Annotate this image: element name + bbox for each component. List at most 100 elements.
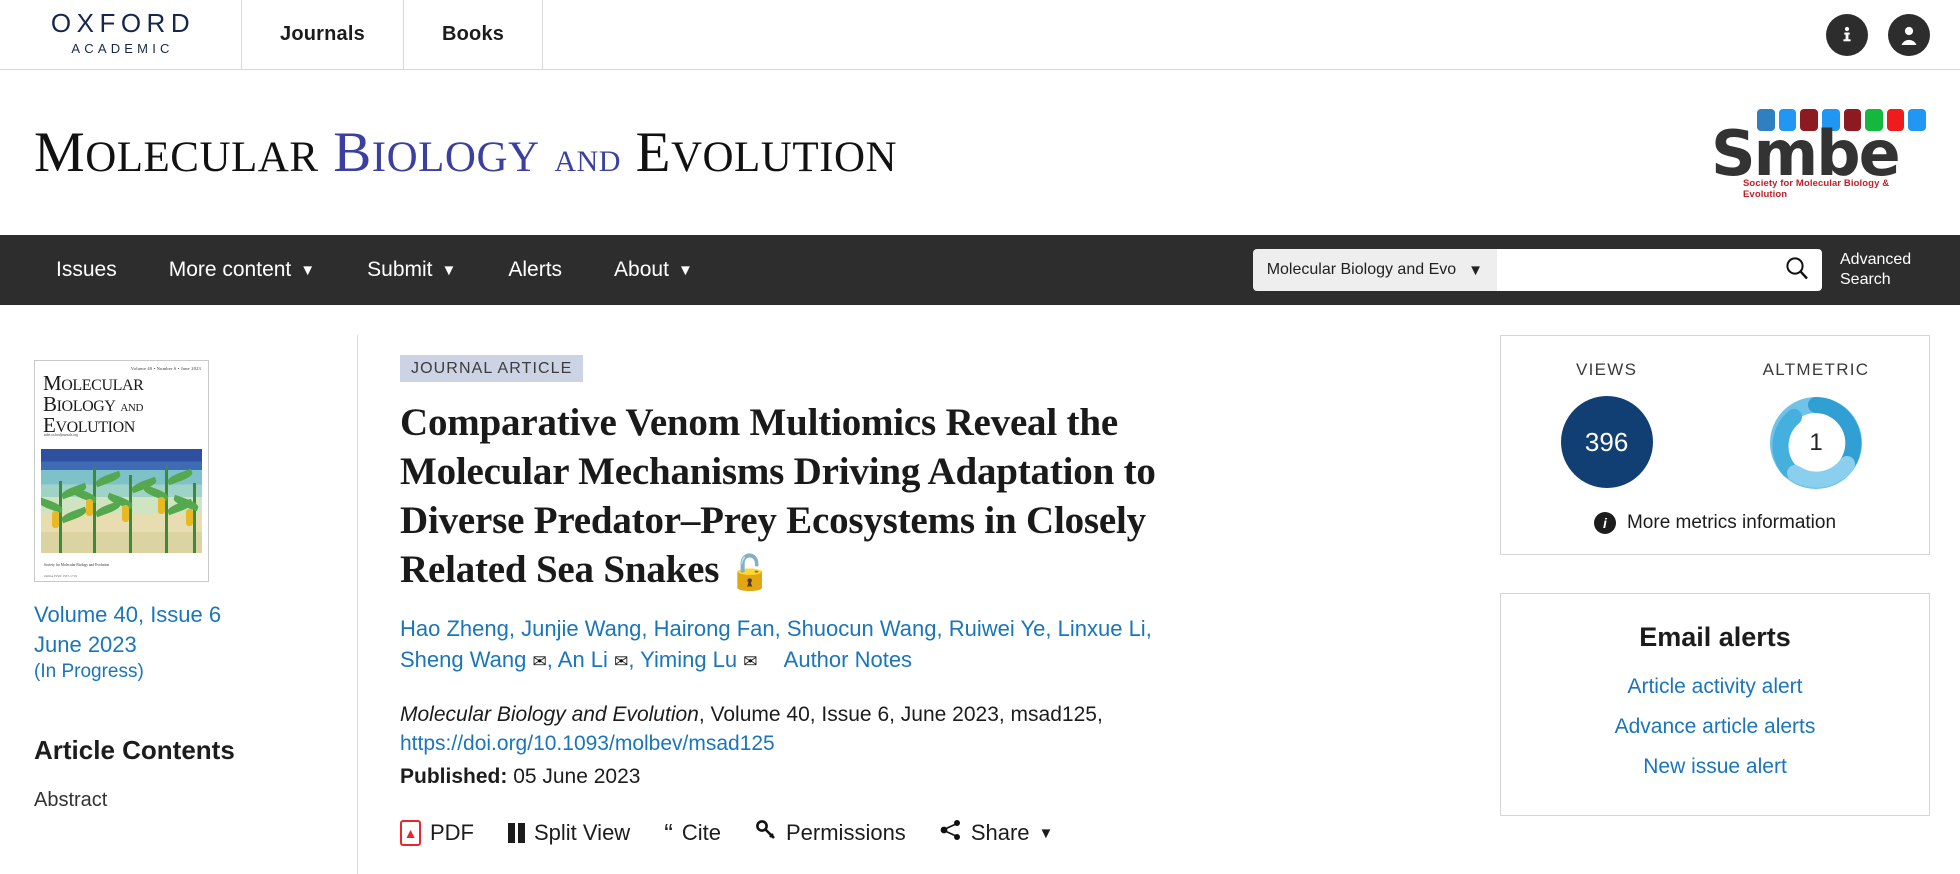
author-link[interactable]: Ruiwei Ye	[948, 616, 1046, 642]
author-link[interactable]: Hao Zheng	[400, 616, 509, 642]
cover-iology: IOLOGY	[56, 398, 116, 415]
top-utility-bar: OXFORD ACADEMIC Journals Books	[0, 0, 1960, 70]
article-type-badge: JOURNAL ARTICLE	[400, 355, 584, 382]
info-icon: i	[1593, 512, 1616, 534]
left-sidebar: Volume 40 • Number 6 • June 2023 MOLECUL…	[0, 335, 358, 874]
advanced-search-link[interactable]: Advanced Search	[1840, 251, 1912, 288]
nav-item-more-content[interactable]: More content ▼	[143, 258, 341, 282]
author-link[interactable]: Sheng Wang	[400, 647, 527, 673]
author-link[interactable]: Linxue Li	[1057, 616, 1146, 642]
more-metrics-link[interactable]: i More metrics information	[1593, 512, 1836, 534]
doi-link[interactable]: https://doi.org/10.1093/molbev/msad125	[400, 732, 775, 756]
smbe-society-logo[interactable]: Smbe Society for Molecular Biology & Evo…	[1711, 105, 1926, 200]
oxford-academic-logo[interactable]: OXFORD ACADEMIC	[0, 0, 242, 69]
author-link[interactable]: Junjie Wang	[521, 616, 642, 642]
nav-item-alerts[interactable]: Alerts	[482, 258, 588, 282]
altmetric-metric: ALTMETRIC 1	[1763, 360, 1870, 490]
author-notes-link[interactable]: Author Notes	[783, 647, 913, 673]
smbe-wordmark: Smbe	[1711, 116, 1901, 190]
split-view-button[interactable]: Split View	[508, 820, 630, 846]
cover-olecular: OLECULAR	[61, 377, 144, 394]
article-title-text: Comparative Venom Multiomics Reveal the …	[400, 401, 1156, 592]
page-body: Volume 40 • Number 6 • June 2023 MOLECUL…	[0, 305, 1960, 874]
alert-link-article-activity[interactable]: Article activity alert	[1627, 675, 1803, 698]
cover-subtitle: mbe.oxfordjournals.org	[44, 433, 78, 437]
citation-line: Molecular Biology and Evolution, Volume …	[400, 700, 1450, 730]
altmetric-donut[interactable]: 1	[1769, 396, 1863, 490]
nav-label: Submit	[367, 258, 433, 281]
cover-society-line: Society for Molecular Biology and Evolut…	[44, 563, 110, 567]
cite-label: Cite	[681, 820, 721, 846]
journal-title-volution: VOLUTION	[670, 134, 898, 181]
journal-title-iology: IOLOGY	[371, 134, 540, 181]
oxford-wordmark: OXFORD	[50, 7, 196, 38]
nav-item-issues[interactable]: Issues	[30, 258, 143, 282]
nav-label: More content	[168, 258, 292, 281]
metrics-row: VIEWS 396 ALTMETRIC 1	[1521, 360, 1909, 490]
views-metric: VIEWS 396	[1560, 360, 1653, 490]
smbe-color-blocks	[1757, 108, 1926, 131]
envelope-icon[interactable]: ✉	[532, 652, 547, 672]
metrics-panel: VIEWS 396 ALTMETRIC 1	[1500, 335, 1930, 555]
user-account-icon[interactable]	[1888, 13, 1930, 56]
published-date: 05 June 2023	[513, 765, 641, 789]
academic-wordmark: ACADEMIC	[71, 40, 174, 56]
nav-item-submit[interactable]: Submit ▼	[341, 258, 482, 282]
journal-cover-image[interactable]: Volume 40 • Number 6 • June 2023 MOLECUL…	[34, 360, 209, 582]
nav-item-about[interactable]: About ▼	[588, 258, 719, 282]
journal-title[interactable]: MOLECULAR BIOLOGY AND EVOLUTION	[34, 124, 897, 181]
search-input[interactable]	[1509, 261, 1784, 279]
permissions-button[interactable]: Permissions	[755, 819, 906, 847]
chevron-down-icon: ▼	[300, 261, 316, 279]
main-navigation-bar: Issues More content ▼ Submit ▼ Alerts Ab…	[0, 235, 1960, 305]
cover-issn: Online ISSN 1537-1719	[44, 574, 77, 578]
pdf-button[interactable]: ▲ PDF	[400, 820, 474, 847]
pdf-icon: ▲	[400, 820, 421, 847]
envelope-icon[interactable]: ✉	[614, 652, 629, 672]
in-progress-label[interactable]: (In Progress)	[34, 661, 144, 683]
envelope-icon[interactable]: ✉	[743, 652, 758, 672]
right-sidebar: VIEWS 396 ALTMETRIC 1	[1490, 335, 1960, 874]
alert-link-advance-article[interactable]: Advance article alerts	[1614, 715, 1816, 738]
open-access-lock-icon[interactable]: 🔓	[728, 553, 771, 594]
page-title: Comparative Venom Multiomics Reveal the …	[400, 398, 1210, 595]
journal-title-b: B	[333, 121, 372, 184]
nav-label: Issues	[56, 258, 117, 281]
cover-m: M	[43, 371, 62, 395]
article-main-content: JOURNAL ARTICLE Comparative Venom Multio…	[358, 335, 1490, 874]
cite-button[interactable]: “ Cite	[664, 820, 721, 846]
smbe-tagline: Society for Molecular Biology & Evolutio…	[1743, 178, 1890, 201]
author-link[interactable]: Shuocun Wang	[786, 616, 937, 642]
journal-title-olecular: OLECULAR	[85, 134, 319, 181]
article-contents-heading: Article Contents	[34, 735, 235, 766]
altmetric-score: 1	[1793, 420, 1839, 466]
top-utility-actions	[1826, 0, 1960, 69]
cover-volution: VOLUTION	[55, 419, 135, 436]
topnav-books[interactable]: Books	[404, 0, 544, 69]
journal-title-m: M	[34, 121, 86, 184]
share-button[interactable]: Share ▼	[940, 819, 1054, 847]
cover-title: MOLECULAR BIOLOGY AND EVOLUTION	[35, 371, 208, 436]
split-view-icon	[508, 823, 525, 844]
views-count-badge: 396	[1560, 396, 1653, 488]
info-icon[interactable]	[1826, 13, 1868, 56]
article-action-toolbar: ▲ PDF Split View “ Cite Permissions	[400, 819, 1450, 847]
altmetric-donut-graphic	[1770, 397, 1862, 489]
volume-issue-link[interactable]: Volume 40, Issue 6 June 2023	[34, 600, 327, 659]
key-icon	[755, 819, 777, 847]
views-label: VIEWS	[1575, 360, 1638, 379]
published-label: Published:	[400, 765, 508, 789]
author-link[interactable]: An Li	[557, 647, 608, 673]
nav-label: About	[614, 258, 669, 281]
search-scope-select[interactable]: Molecular Biology and Evo ▼	[1252, 249, 1497, 291]
author-link[interactable]: Hairong Fan	[653, 616, 775, 642]
cover-b: B	[43, 392, 57, 416]
alert-link-new-issue[interactable]: New issue alert	[1643, 755, 1787, 778]
nav-label: Alerts	[508, 258, 563, 281]
search-icon[interactable]	[1784, 255, 1810, 286]
chevron-down-icon: ▼	[1038, 824, 1054, 842]
chevron-down-icon: ▼	[1468, 261, 1483, 279]
toc-item-abstract[interactable]: Abstract	[34, 789, 108, 812]
topnav-journals[interactable]: Journals	[242, 0, 404, 69]
author-link[interactable]: Yiming Lu	[640, 647, 738, 673]
